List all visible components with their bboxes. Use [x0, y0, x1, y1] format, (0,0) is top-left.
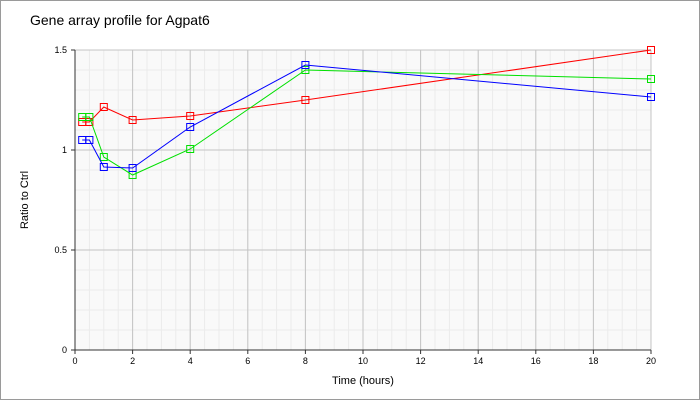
x-tick-label: 0 — [72, 356, 77, 366]
data-point-red — [99, 103, 108, 111]
chart-title: Gene array profile for Agpat6 — [30, 12, 210, 28]
x-tick-label: 16 — [531, 356, 541, 366]
data-point-blue — [647, 93, 655, 101]
data-point-red — [128, 116, 137, 124]
x-tick-label: 8 — [303, 356, 308, 366]
data-point-blue — [186, 123, 195, 131]
series-line-blue — [82, 64, 652, 169]
series-line-green — [82, 69, 652, 176]
data-point-green — [186, 145, 195, 153]
x-tick-label: 6 — [245, 356, 250, 366]
data-point-blue — [99, 163, 108, 171]
data-point-green — [647, 75, 655, 83]
x-tick-label: 14 — [473, 356, 483, 366]
data-point-red — [85, 118, 94, 126]
x-tick-label: 2 — [130, 356, 135, 366]
y-axis-label: Ratio to Ctrl — [19, 171, 31, 229]
x-tick-label: 4 — [188, 356, 193, 366]
data-point-blue — [128, 164, 137, 172]
data-point-red — [301, 96, 310, 104]
x-tick-label: 12 — [416, 356, 426, 366]
y-tick-label: 1 — [62, 145, 67, 155]
y-tick-label: 0.5 — [54, 245, 67, 255]
series-line-red — [82, 49, 652, 123]
x-tick-label: 18 — [588, 356, 598, 366]
x-tick-label: 10 — [358, 356, 368, 366]
data-point-green — [99, 153, 108, 161]
data-point-red — [186, 112, 195, 120]
data-point-blue — [85, 136, 94, 144]
y-tick-label: 0 — [62, 345, 67, 355]
data-point-green — [301, 66, 310, 74]
y-tick-label: 1.5 — [54, 45, 67, 55]
data-point-red — [647, 46, 655, 54]
data-point-green — [85, 113, 94, 121]
data-point-blue — [301, 61, 310, 69]
x-axis-label: Time (hours) — [332, 375, 394, 387]
x-tick-label: 20 — [646, 356, 656, 366]
